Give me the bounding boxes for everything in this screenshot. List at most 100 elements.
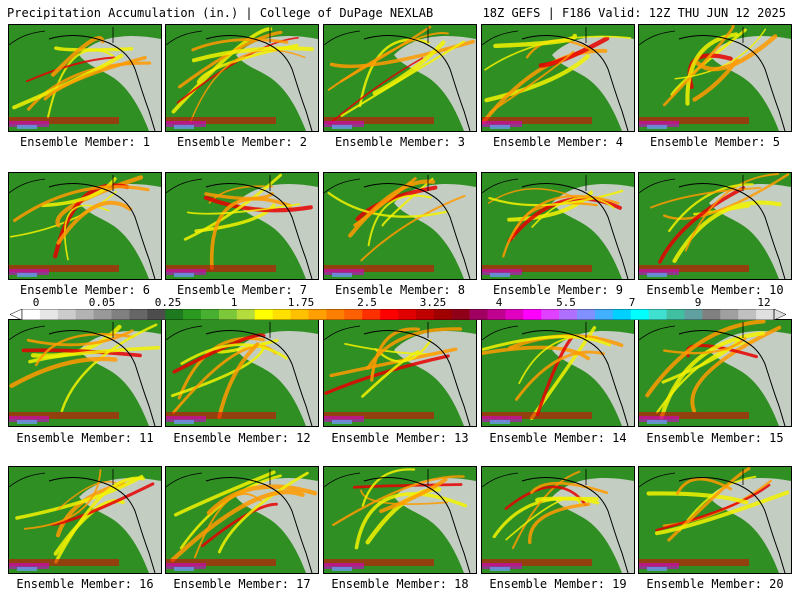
extreme-rain-area — [17, 125, 37, 129]
dry-land-area — [236, 331, 318, 426]
precipitation-map — [9, 25, 161, 131]
tropical-rain-band — [482, 559, 592, 566]
precipitation-band — [170, 489, 305, 563]
ensemble-map-panel — [638, 466, 792, 574]
precipitation-map — [9, 320, 161, 426]
tropical-rain-band — [166, 265, 276, 272]
heavy-rain-area — [482, 563, 522, 569]
colorbar-swatch — [57, 309, 77, 320]
precipitation-band — [180, 343, 288, 365]
precipitation-band — [505, 497, 582, 541]
ensemble-map-panel — [481, 24, 635, 132]
colorbar-tick-label: 0.25 — [154, 296, 182, 309]
map-title: Precipitation Accumulation (in.) | Colle… — [7, 6, 434, 20]
coastline — [205, 477, 313, 573]
ensemble-member-label: Ensemble Member: 16 — [16, 577, 154, 591]
colorbar-swatch — [218, 309, 238, 320]
colorbar-tick-label: 0.05 — [88, 296, 116, 309]
coastline-asia — [324, 325, 361, 341]
precipitation-map — [324, 320, 476, 426]
heavy-rain-area — [166, 121, 206, 127]
ensemble-member-label: Ensemble Member: 13 — [331, 431, 469, 445]
extreme-rain-area — [490, 567, 510, 571]
tropical-rain-band — [9, 412, 119, 419]
coastline — [678, 330, 786, 426]
precipitation-band — [675, 477, 733, 496]
precipitation-band — [684, 173, 780, 252]
ensemble-member-label: Ensemble Member: 8 — [334, 283, 466, 297]
precipitation-band — [329, 39, 475, 69]
heavy-rain-area — [9, 269, 49, 275]
precipitation-band — [662, 25, 735, 107]
precipitation-band — [360, 194, 466, 262]
coastline-asia — [324, 472, 361, 488]
heavy-rain-area — [9, 121, 49, 127]
ensemble-member-label: Ensemble Member: 1 — [19, 135, 151, 149]
colorbar-right-arrow — [773, 309, 786, 320]
ensemble-map-panel — [481, 172, 635, 280]
colorbar-swatch — [451, 309, 470, 320]
precipitation-band — [25, 56, 116, 83]
precipitation-band — [9, 190, 117, 238]
dry-land-area — [552, 478, 634, 573]
extreme-rain-area — [490, 273, 510, 277]
precipitation-band — [206, 484, 318, 516]
colorbar-left-arrow — [10, 309, 23, 320]
coastline — [205, 183, 313, 279]
heavy-rain-area — [482, 121, 522, 127]
precipitation-band — [46, 49, 114, 119]
precipitation-band — [482, 345, 590, 361]
ensemble-map-panel — [638, 172, 792, 280]
precipitation-map — [166, 320, 318, 426]
ensemble-map-panel — [165, 466, 319, 574]
colorbar-frame — [21, 309, 775, 320]
colorbar-swatch — [183, 309, 202, 320]
precipitation-map — [9, 467, 161, 573]
colorbar-tick-label: 1 — [230, 296, 238, 309]
colorbar-tick-label: 3.25 — [419, 296, 447, 309]
ensemble-member-label: Ensemble Member: 7 — [176, 283, 308, 297]
heavy-rain-area — [324, 269, 364, 275]
tropical-rain-band — [166, 559, 276, 566]
coastline — [678, 477, 786, 573]
precipitation-band — [535, 334, 575, 417]
coastline-asia — [324, 30, 361, 46]
coastline-asia — [639, 472, 676, 488]
coastline — [48, 183, 156, 279]
dry-land-area — [236, 478, 318, 573]
coastline-asia — [9, 30, 46, 46]
colorbar-tick-label: 5.5 — [556, 296, 576, 309]
coastline — [205, 35, 313, 131]
colorbar-swatch — [559, 309, 578, 320]
ensemble-member-label: Ensemble Member: 14 — [489, 431, 627, 445]
extreme-rain-area — [647, 420, 667, 424]
colorbar-tick-label: 2.5 — [357, 296, 377, 309]
precipitation-map — [166, 173, 318, 279]
coastline-asia — [9, 472, 46, 488]
precipitation-band — [173, 470, 276, 517]
ensemble-member-label: Ensemble Member: 2 — [176, 135, 308, 149]
extreme-rain-area — [647, 567, 667, 571]
heavy-rain-area — [482, 269, 522, 275]
ensemble-member-label: Ensemble Member: 18 — [331, 577, 469, 591]
ensemble-member-label: Ensemble Member: 10 — [646, 283, 784, 297]
precipitation-map — [166, 467, 318, 573]
extreme-rain-area — [17, 273, 37, 277]
ensemble-member-label: Ensemble Member: 15 — [646, 431, 784, 445]
precipitation-map — [639, 467, 791, 573]
ensemble-member-label: Ensemble Member: 5 — [649, 135, 781, 149]
colorbar-swatch — [362, 309, 381, 320]
ensemble-map-panel — [481, 466, 635, 574]
coastline — [521, 477, 629, 573]
heavy-rain-area — [639, 269, 679, 275]
extreme-rain-area — [17, 567, 37, 571]
ensemble-member-label: Ensemble Member: 6 — [19, 283, 151, 297]
precipitation-map — [9, 173, 161, 279]
coastline-asia — [166, 178, 203, 194]
precipitation-band — [366, 327, 463, 370]
precipitation-band — [186, 203, 301, 215]
precipitation-band — [183, 173, 283, 241]
colorbar-swatch — [344, 309, 363, 320]
precipitation-band — [655, 490, 790, 536]
tropical-rain-band — [639, 117, 749, 124]
